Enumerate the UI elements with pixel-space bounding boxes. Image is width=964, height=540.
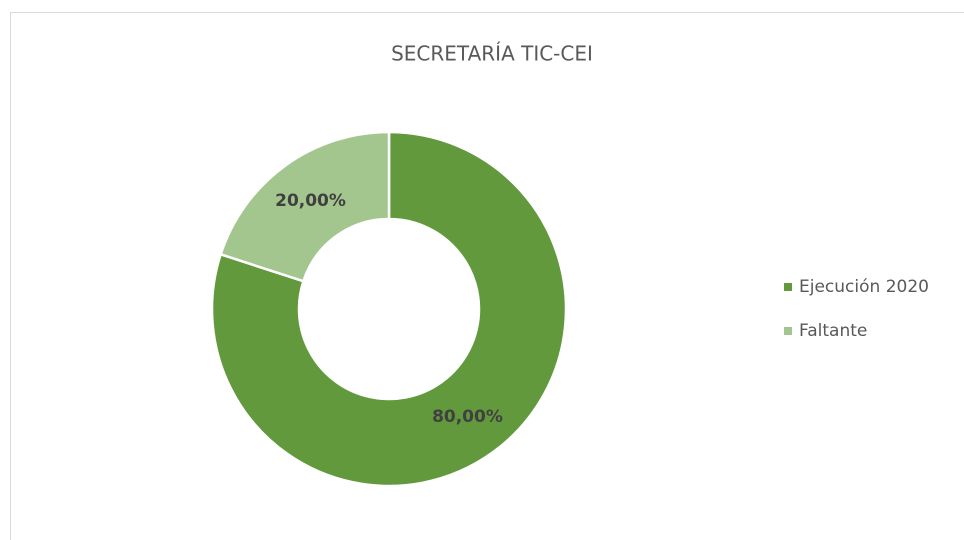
legend-label: Ejecución 2020 (799, 277, 929, 297)
chart-title: SECRETARÍA TIC-CEI (391, 42, 593, 66)
legend-swatch (784, 283, 792, 291)
slice (210, 130, 568, 488)
legend-swatch (784, 327, 792, 335)
legend-label: Faltante (799, 321, 867, 341)
slice (219, 130, 391, 283)
data-label: 80,00% (432, 407, 503, 427)
data-label: 20,00% (275, 191, 346, 211)
